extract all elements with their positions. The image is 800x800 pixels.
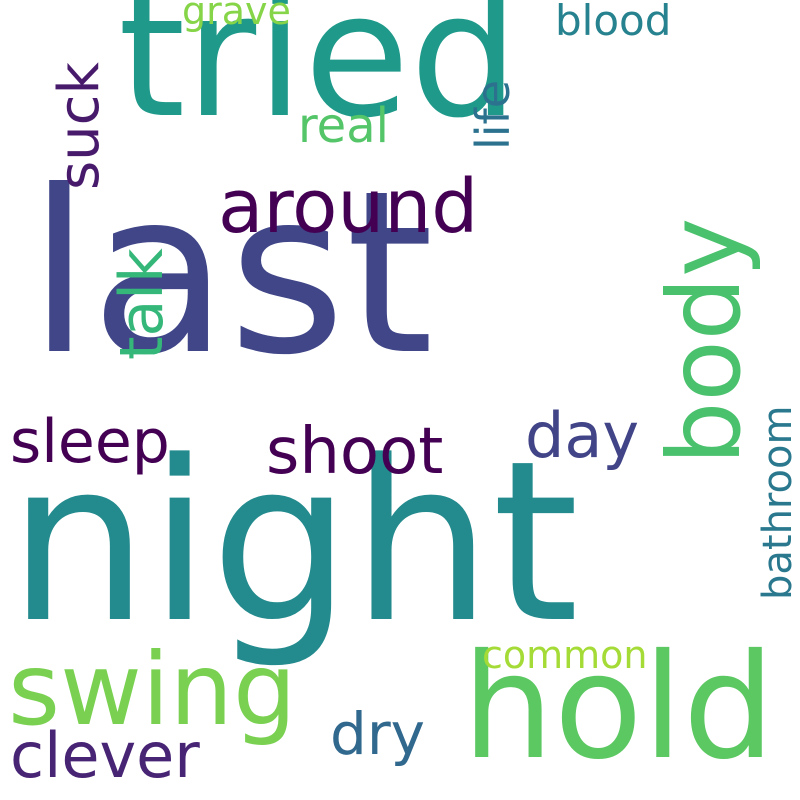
word-grave: grave: [182, 0, 291, 33]
word-hold: hold: [462, 623, 775, 792]
word-sleep: sleep: [10, 407, 170, 477]
word-swing: swing: [8, 631, 297, 748]
word-shoot: shoot: [266, 415, 444, 489]
word-clever: clever: [10, 719, 200, 792]
word-real: real: [298, 98, 389, 154]
word-last: last: [28, 143, 434, 405]
word-blood: blood: [555, 0, 672, 45]
word-around: around: [218, 164, 479, 250]
word-tried: tried: [118, 0, 519, 156]
word-common: common: [482, 633, 648, 677]
word-bathroom: bathroom: [755, 405, 800, 600]
word-day: day: [525, 399, 640, 472]
word-life: life: [466, 79, 520, 150]
word-dry: dry: [330, 700, 425, 768]
word-body: body: [646, 217, 763, 465]
word-suck: suck: [47, 62, 112, 190]
word-talk: talk: [107, 248, 177, 360]
word-night: night: [8, 414, 580, 672]
